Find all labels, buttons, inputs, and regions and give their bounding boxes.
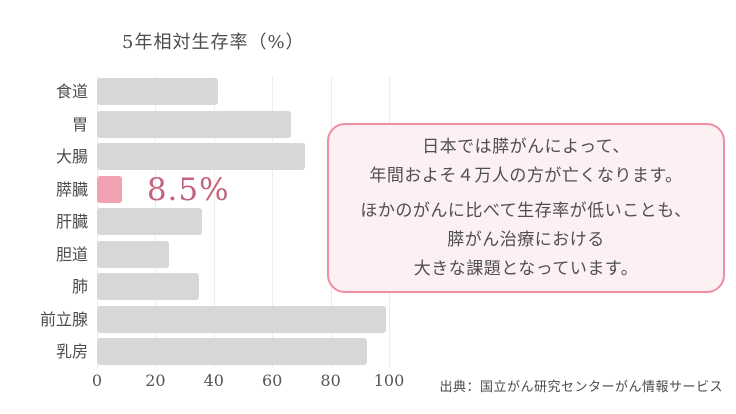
chart-title: 5年相対生存率（%）: [122, 32, 305, 53]
callout-box: 日本では膵がんによって、 年間およそ４万人の方が亡くなります。 ほかのがんに比べ…: [327, 123, 725, 293]
category-label: 前立腺: [39, 309, 88, 329]
grid-line: [213, 76, 215, 368]
callout-text-line: 年間およそ４万人の方が亡くなります。: [369, 165, 683, 186]
x-tick-label: 0: [91, 371, 103, 390]
category-label: 乳房: [55, 342, 88, 361]
callout-text-line: ほかのがんに比べて生存率が低いことも、: [360, 200, 692, 221]
bar: [97, 240, 169, 268]
bar-highlighted: [97, 175, 122, 203]
bar: [97, 338, 367, 365]
category-label: 肺: [71, 277, 88, 296]
x-tick-label: 20: [145, 371, 166, 390]
callout-text-line: 日本では膵がんによって、: [422, 136, 630, 157]
category-label: 肝臓: [55, 212, 88, 231]
category-label: 胃: [71, 114, 88, 134]
x-tick-label: 100: [373, 371, 405, 390]
bar: [97, 305, 387, 333]
bar: [97, 273, 199, 300]
bar: [97, 143, 306, 170]
x-tick-label: 60: [262, 371, 283, 390]
bar: [97, 208, 202, 235]
source-credit: 出典：国立がん研究センターがん情報サービス: [439, 380, 723, 395]
category-label: 食道: [55, 82, 88, 101]
category-label: 膵臓: [55, 179, 88, 199]
callout-text-line: 大きな課題となっています。: [413, 258, 639, 279]
highlight-value-label: 8.5%: [146, 171, 230, 208]
category-label: 大腸: [55, 147, 88, 166]
bar: [97, 78, 219, 105]
category-label: 胆道: [55, 244, 88, 264]
callout-text-line: 膵がん治療における: [447, 229, 605, 250]
bar: [97, 110, 292, 138]
grid-line: [272, 76, 274, 368]
x-tick-label: 80: [320, 371, 341, 390]
x-tick-label: 40: [203, 371, 224, 390]
